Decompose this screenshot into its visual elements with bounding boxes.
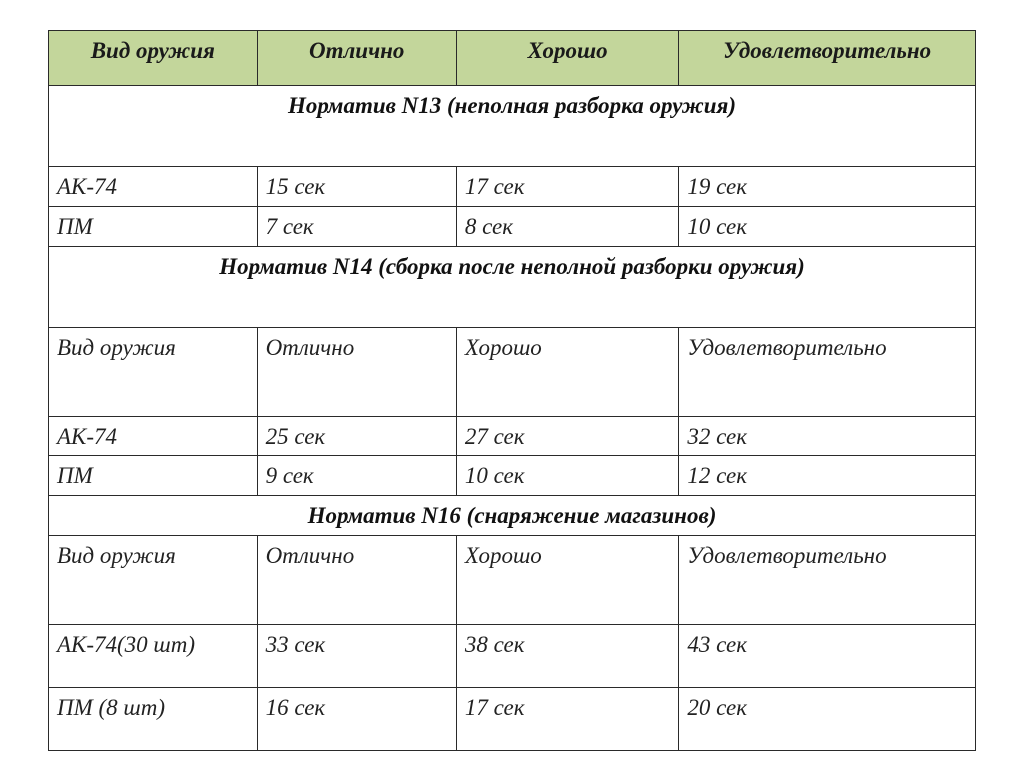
section-n13-title: Норматив N13 (неполная разборка оружия) [49, 86, 976, 167]
cell-good: 10 сек [456, 456, 678, 496]
table-row: ПМ (8 шт) 16 сек 17 сек 20 сек [49, 687, 976, 750]
subhead-good: Хорошо [456, 535, 678, 624]
col-good: Хорошо [456, 31, 678, 86]
subheader-row: Вид оружия Отлично Хорошо Удовлетворител… [49, 327, 976, 416]
cell-weapon: ПМ [49, 456, 258, 496]
cell-excellent: 33 сек [257, 624, 456, 687]
cell-satisfactory: 20 сек [679, 687, 976, 750]
section-n16-title: Норматив N16 (снаряжение магазинов) [49, 496, 976, 536]
subhead-good: Хорошо [456, 327, 678, 416]
cell-excellent: 25 сек [257, 416, 456, 456]
col-satisfactory: Удовлетворительно [679, 31, 976, 86]
cell-good: 17 сек [456, 687, 678, 750]
cell-satisfactory: 19 сек [679, 167, 976, 207]
cell-satisfactory: 32 сек [679, 416, 976, 456]
subhead-weapon: Вид оружия [49, 535, 258, 624]
cell-good: 8 сек [456, 206, 678, 246]
cell-weapon: ПМ [49, 206, 258, 246]
standards-table: Вид оружия Отлично Хорошо Удовлетворител… [48, 30, 976, 751]
cell-good: 38 сек [456, 624, 678, 687]
header-row: Вид оружия Отлично Хорошо Удовлетворител… [49, 31, 976, 86]
section-n14-title: Норматив N14 (сборка после неполной разб… [49, 246, 976, 327]
subheader-row: Вид оружия Отлично Хорошо Удовлетворител… [49, 535, 976, 624]
cell-good: 27 сек [456, 416, 678, 456]
subhead-excellent: Отлично [257, 327, 456, 416]
subhead-excellent: Отлично [257, 535, 456, 624]
table-row: ПМ 7 сек 8 сек 10 сек [49, 206, 976, 246]
cell-excellent: 16 сек [257, 687, 456, 750]
cell-satisfactory: 10 сек [679, 206, 976, 246]
cell-good: 17 сек [456, 167, 678, 207]
cell-weapon: АК-74(30 шт) [49, 624, 258, 687]
subhead-weapon: Вид оружия [49, 327, 258, 416]
cell-excellent: 7 сек [257, 206, 456, 246]
cell-excellent: 9 сек [257, 456, 456, 496]
cell-weapon: ПМ (8 шт) [49, 687, 258, 750]
col-excellent: Отлично [257, 31, 456, 86]
col-weapon: Вид оружия [49, 31, 258, 86]
subhead-satisfactory: Удовлетворительно [679, 327, 976, 416]
table-row: АК-74 25 сек 27 сек 32 сек [49, 416, 976, 456]
table-row: АК-74(30 шт) 33 сек 38 сек 43 сек [49, 624, 976, 687]
cell-excellent: 15 сек [257, 167, 456, 207]
cell-weapon: АК-74 [49, 167, 258, 207]
table-row: ПМ 9 сек 10 сек 12 сек [49, 456, 976, 496]
subhead-satisfactory: Удовлетворительно [679, 535, 976, 624]
cell-weapon: АК-74 [49, 416, 258, 456]
cell-satisfactory: 12 сек [679, 456, 976, 496]
cell-satisfactory: 43 сек [679, 624, 976, 687]
table-row: АК-74 15 сек 17 сек 19 сек [49, 167, 976, 207]
